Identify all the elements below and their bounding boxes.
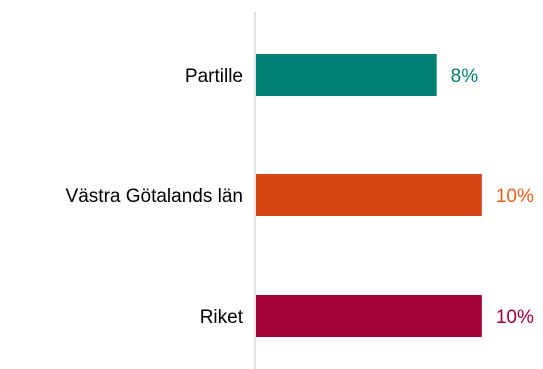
category-label-0: Partille bbox=[185, 66, 243, 87]
bar-1 bbox=[256, 174, 482, 216]
category-label-1: Västra Götalands län bbox=[66, 186, 243, 207]
value-label-1: 10% bbox=[496, 186, 534, 207]
value-label-2: 10% bbox=[496, 307, 534, 328]
labels-group: Partille 8% Västra Götalands län 10% Riket 10… bbox=[66, 66, 534, 328]
bar-2 bbox=[256, 295, 482, 337]
category-label-2: Riket bbox=[200, 307, 244, 328]
bars-group bbox=[256, 54, 482, 337]
value-label-0: 8% bbox=[451, 66, 479, 87]
bar-0 bbox=[256, 54, 437, 96]
